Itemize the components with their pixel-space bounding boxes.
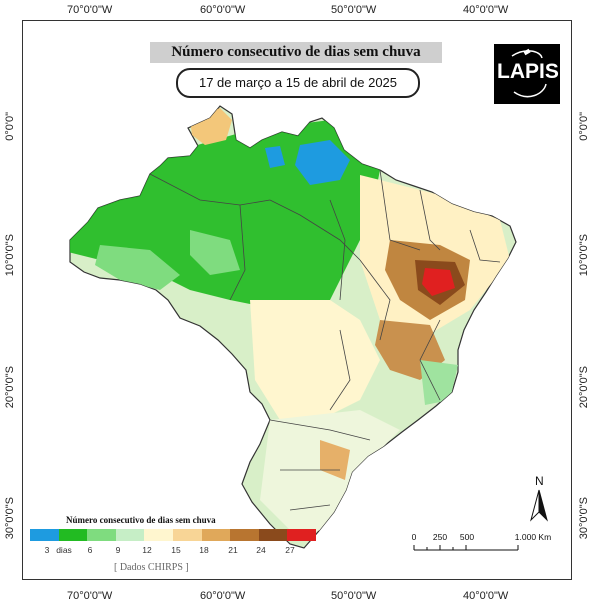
legend-label-4: 9 bbox=[115, 545, 121, 555]
map-subtitle: 17 de março a 15 de abril de 2025 bbox=[176, 68, 420, 98]
legend-label-6: 15 bbox=[171, 545, 181, 555]
scale-label-3: 500 bbox=[459, 532, 475, 542]
region-light-green-2 bbox=[190, 230, 240, 275]
bottom-axis-label-1: 70°0'0"W bbox=[67, 590, 113, 602]
lapis-logo-swoosh bbox=[511, 48, 547, 98]
legend-label-2: dias bbox=[56, 545, 72, 555]
region-southeast-green bbox=[420, 360, 458, 405]
legend-swatch-7 bbox=[201, 529, 231, 541]
region-northeast-red bbox=[422, 268, 455, 296]
top-axis-label-3: 50°0'0"W bbox=[331, 4, 377, 16]
legend-label-9: 24 bbox=[256, 545, 266, 555]
lapis-logo: LAPIS bbox=[494, 44, 560, 104]
legend-swatch-8 bbox=[230, 529, 259, 541]
lapis-logo-text: LAPIS bbox=[497, 60, 559, 83]
legend-swatch-10 bbox=[287, 529, 316, 541]
top-axis-label-2: 60°0'0"W bbox=[200, 4, 246, 16]
legend-label-8: 21 bbox=[228, 545, 238, 555]
top-axis-label-1: 70°0'0"W bbox=[67, 4, 113, 16]
top-axis-label-4: 40°0'0"W bbox=[463, 4, 509, 16]
legend-label-10: 27 bbox=[285, 545, 295, 555]
legend-swatch-6 bbox=[172, 529, 202, 541]
legend-swatch-3 bbox=[87, 529, 116, 541]
legend-color-bar bbox=[30, 529, 316, 541]
bottom-axis-label-3: 50°0'0"W bbox=[331, 590, 377, 602]
legend-label-1: 3 bbox=[44, 545, 50, 555]
legend-swatch-2 bbox=[58, 529, 88, 541]
north-arrow-icon bbox=[530, 489, 548, 522]
legend-labels: 3 dias 6 9 12 15 18 21 24 27 bbox=[30, 545, 295, 557]
legend-swatch-9 bbox=[258, 529, 288, 541]
region-central-pale bbox=[250, 300, 380, 420]
scale-label-4: 1.000 Km bbox=[514, 532, 552, 542]
legend-swatch-5 bbox=[144, 529, 173, 541]
legend-label-5: 12 bbox=[142, 545, 152, 555]
region-blue-1 bbox=[295, 140, 350, 185]
legend-label-3: 6 bbox=[87, 545, 93, 555]
legend-label-7: 18 bbox=[199, 545, 209, 555]
scale-bar bbox=[413, 545, 519, 551]
scale-label-2: 250 bbox=[432, 532, 448, 542]
map-title: Número consecutivo de dias sem chuva bbox=[150, 42, 442, 63]
bottom-axis-label-2: 60°0'0"W bbox=[200, 590, 246, 602]
scale-label-1: 0 bbox=[411, 532, 417, 542]
legend-swatch-1 bbox=[30, 529, 59, 541]
state-borders bbox=[149, 169, 501, 511]
legend-title: Número consecutivo de dias sem chuva bbox=[66, 515, 216, 525]
region-south-pale bbox=[260, 410, 400, 540]
legend-swatch-4 bbox=[115, 529, 145, 541]
north-label: N bbox=[535, 474, 544, 488]
region-light-green-1 bbox=[95, 245, 180, 290]
data-source-label: [ Dados CHIRPS ] bbox=[114, 562, 189, 573]
bottom-axis-label-4: 40°0'0"W bbox=[463, 590, 509, 602]
region-blue-2 bbox=[265, 146, 285, 168]
